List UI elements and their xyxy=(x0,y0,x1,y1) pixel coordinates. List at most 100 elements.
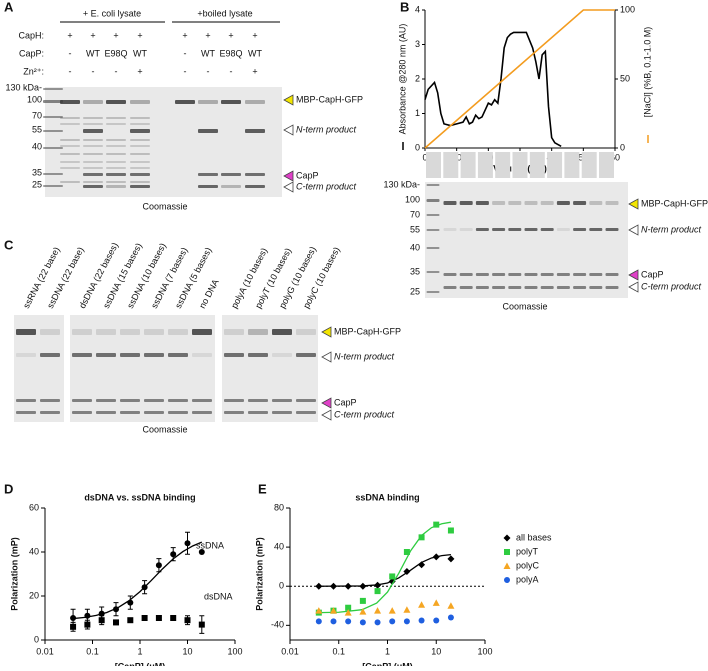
point xyxy=(359,608,367,615)
band-label: C-term product xyxy=(641,281,702,291)
gel-band xyxy=(40,399,60,402)
point xyxy=(184,540,191,547)
point xyxy=(432,553,440,561)
y-tick-label: 3 xyxy=(415,39,420,49)
fraction-box xyxy=(547,152,563,178)
gel xyxy=(45,87,282,197)
point xyxy=(389,618,396,625)
gel-band xyxy=(72,411,92,414)
gel-band xyxy=(573,273,587,276)
row-label: Zn²⁺: xyxy=(23,66,44,76)
gel-band xyxy=(443,286,457,289)
marker-label: 100 xyxy=(405,194,420,204)
point xyxy=(403,568,411,576)
lane-value: + xyxy=(252,30,257,40)
marker-label: 55 xyxy=(32,124,42,134)
panel-label: E xyxy=(258,481,267,496)
gel-band xyxy=(475,201,489,205)
gel-band xyxy=(106,117,126,119)
gel-band xyxy=(492,201,506,205)
gel-band xyxy=(556,201,570,205)
point xyxy=(374,607,382,614)
gel-band xyxy=(248,399,268,402)
marker-label: 130 kDa- xyxy=(5,82,42,92)
lane-value: + xyxy=(67,30,72,40)
gel-band xyxy=(221,173,241,176)
gel-band xyxy=(120,353,140,357)
line-series xyxy=(424,9,615,149)
lane-value: - xyxy=(184,66,187,76)
gel-band xyxy=(248,353,268,357)
gel-band xyxy=(605,286,619,289)
point xyxy=(315,582,323,590)
gel-band xyxy=(605,201,619,205)
lane-value: - xyxy=(69,48,72,58)
gel-band xyxy=(40,329,60,335)
fit-curve xyxy=(318,521,452,614)
lane-value: - xyxy=(69,66,72,76)
gel-band xyxy=(144,353,164,357)
point xyxy=(84,612,91,619)
y2-tick-label: 50 xyxy=(620,73,630,83)
legend-label: polyT xyxy=(516,546,539,556)
point xyxy=(433,617,440,624)
x-tick-label: 0.01 xyxy=(36,646,54,656)
gel-band xyxy=(508,273,522,276)
point xyxy=(127,617,134,624)
panel-label: A xyxy=(4,0,14,14)
gel-band xyxy=(72,329,92,335)
gel-band xyxy=(106,123,126,125)
row-label: CapH: xyxy=(18,30,44,40)
gel-band xyxy=(459,228,473,231)
gel-band xyxy=(130,117,150,119)
gel-band xyxy=(296,329,316,335)
lane-value: - xyxy=(207,66,210,76)
gel-band xyxy=(245,100,265,104)
point xyxy=(113,606,120,613)
gel-band xyxy=(492,273,506,276)
point xyxy=(432,599,440,606)
gel-band xyxy=(573,201,587,205)
band-label: MBP-CapH-GFP xyxy=(296,94,363,104)
gel-band xyxy=(296,353,316,357)
gel-band xyxy=(245,173,265,176)
lane-value: E98Q xyxy=(104,48,127,58)
point xyxy=(418,561,426,569)
fraction-box xyxy=(460,152,476,178)
y-tick-label: 20 xyxy=(29,590,39,600)
marker-label: 130 kDa- xyxy=(383,179,420,189)
gel-band xyxy=(540,228,554,231)
gel-band xyxy=(106,100,126,104)
gel-band xyxy=(83,153,103,155)
x-tick-label: 100 xyxy=(227,646,242,656)
gel-band xyxy=(40,411,60,414)
band-marker xyxy=(321,409,332,421)
y2-tick-label: 0 xyxy=(620,142,625,152)
point xyxy=(345,604,352,611)
gel-band xyxy=(144,329,164,335)
point xyxy=(447,614,454,621)
band-marker xyxy=(628,281,639,293)
x-tick-label: 0 xyxy=(422,152,427,162)
gel-band xyxy=(43,100,63,103)
point xyxy=(403,549,410,555)
gel-band xyxy=(272,399,292,402)
gel-band xyxy=(16,411,36,414)
gel-band xyxy=(130,185,150,188)
point xyxy=(345,618,352,625)
marker-label: 40 xyxy=(32,141,42,151)
x-tick-label: 1 xyxy=(385,646,390,656)
band-marker xyxy=(283,124,294,136)
lane-value: - xyxy=(115,66,118,76)
gel-band xyxy=(43,173,63,175)
gel-band xyxy=(83,181,103,183)
band-marker xyxy=(628,198,639,210)
gel-band xyxy=(524,228,538,231)
gel-band xyxy=(224,329,244,335)
marker-label: 100 xyxy=(27,94,42,104)
gel-band xyxy=(130,123,150,125)
y-tick-label: 1 xyxy=(415,108,420,118)
gel-band xyxy=(130,100,150,104)
y-tick-label: -40 xyxy=(271,620,284,630)
gel-band xyxy=(43,88,63,90)
